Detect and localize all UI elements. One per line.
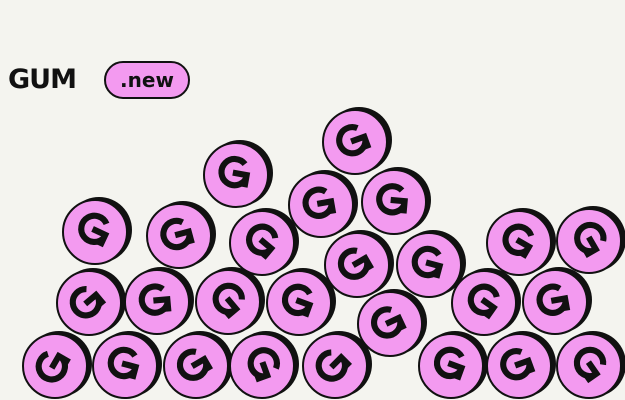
gum-coin	[556, 206, 625, 278]
gum-coin	[451, 268, 521, 340]
gum-g-coin-icon	[167, 337, 224, 394]
gum-coin	[418, 331, 488, 400]
gum-coin	[357, 289, 427, 361]
gum-g-coin-icon	[455, 274, 513, 332]
gum-g-coin-icon	[198, 272, 257, 331]
gum-g-coin-icon	[59, 273, 118, 332]
gum-coin	[396, 230, 466, 302]
gum-coin	[229, 331, 299, 400]
gum-g-coin-icon	[531, 278, 580, 327]
gum-g-coin-icon	[560, 337, 618, 395]
gum-g-coin-icon	[492, 339, 546, 393]
gum-g-coin-icon	[67, 204, 123, 260]
gum-g-coin-icon	[328, 115, 382, 169]
gum-coin	[556, 331, 625, 400]
gum-coin	[229, 208, 299, 280]
gum-g-coin-icon	[232, 213, 291, 272]
gum-g-coin-icon	[272, 276, 326, 330]
gum-coin	[486, 208, 556, 280]
gum-coin	[288, 170, 358, 242]
gum-coin	[92, 331, 162, 400]
gum-g-coin-icon	[424, 339, 478, 393]
gum-g-coin-icon	[99, 340, 150, 391]
gum-g-coin-icon	[134, 279, 180, 325]
gum-coin	[486, 331, 556, 400]
gum-g-coin-icon	[26, 337, 83, 394]
gum-g-coin-icon	[212, 151, 261, 200]
gum-coin	[266, 268, 336, 340]
gum-coin	[203, 140, 273, 212]
gum-g-coin-icon	[403, 239, 454, 290]
gum-coin	[302, 331, 372, 400]
gum-coin	[322, 107, 392, 179]
gum-coin	[163, 331, 233, 400]
gum-coin	[62, 197, 132, 269]
gum-coin	[522, 267, 592, 339]
gum-coin	[22, 331, 92, 400]
new-badge[interactable]: .new	[104, 61, 190, 99]
gum-coin	[361, 167, 431, 239]
gum-g-coin-icon	[371, 179, 417, 225]
gum-coin	[124, 267, 194, 339]
gum-g-coin-icon	[328, 236, 385, 293]
gum-g-coin-icon	[490, 214, 547, 271]
gum-g-coin-icon	[235, 339, 289, 393]
gum-coin	[195, 267, 265, 339]
gum-g-coin-icon	[560, 212, 617, 269]
gum-logo[interactable]: GUM	[8, 64, 77, 95]
gum-g-coin-icon	[305, 336, 364, 395]
gum-g-coin-icon	[153, 210, 204, 261]
gum-coin	[146, 201, 216, 273]
gum-g-coin-icon	[297, 181, 346, 230]
gum-coin	[324, 230, 394, 302]
gum-coin	[56, 268, 126, 340]
